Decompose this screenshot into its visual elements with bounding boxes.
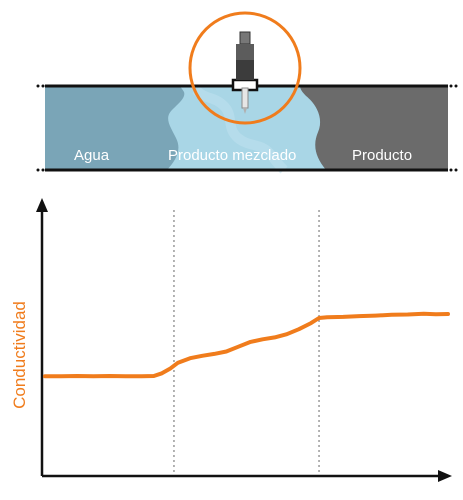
sensor-probe-tip [243, 108, 247, 114]
sensor-housing [236, 60, 254, 80]
zone-label-water: Agua [74, 147, 110, 164]
sensor-probe [241, 87, 249, 109]
sensor-connector [239, 31, 251, 45]
pipe-zone-product [300, 86, 448, 170]
conductivity-sensor-icon [231, 31, 259, 114]
x-axis-arrow [438, 470, 452, 482]
sensor-body [236, 44, 254, 60]
y-axis-title: Conductividad [10, 301, 29, 409]
zone-label-product: Producto [352, 147, 412, 164]
conductivity-curve [43, 311, 450, 379]
y-axis-arrow [36, 198, 48, 212]
sensor-highlight-circle [188, 11, 302, 125]
conductivity-chart: Conductividad [10, 198, 452, 482]
pipe-mixed-highlight [192, 86, 288, 174]
pipe-continuation-dots [36, 84, 458, 172]
zone-label-mixed: Producto mezclado [168, 147, 296, 164]
